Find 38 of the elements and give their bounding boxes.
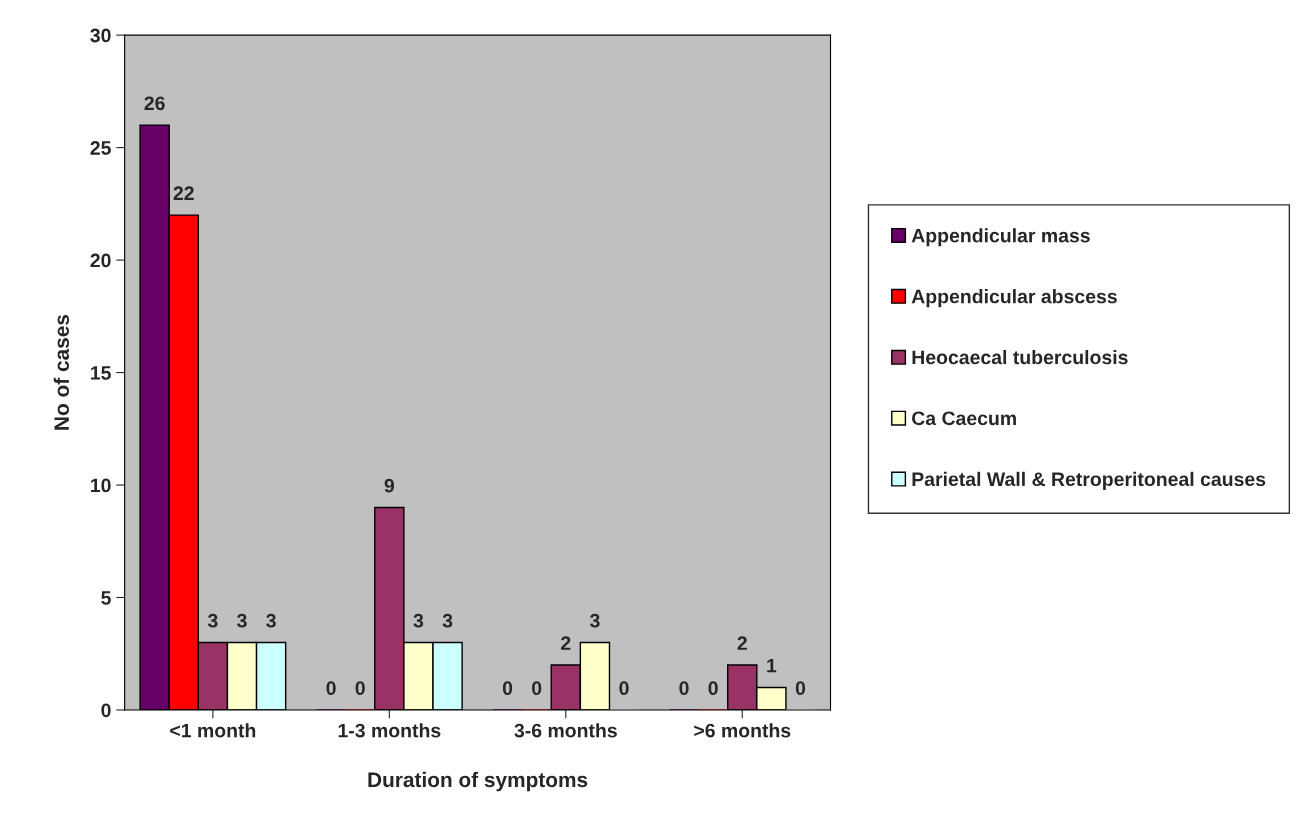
y-tick-label: 0 (101, 703, 111, 718)
data-label: 0 (619, 681, 629, 696)
data-label: 26 (144, 96, 165, 111)
data-label: 3 (237, 613, 247, 628)
y-tick-label: 30 (90, 28, 111, 43)
data-label: 3 (442, 613, 453, 628)
data-label: 1 (767, 658, 777, 673)
data-label: 22 (173, 186, 194, 200)
data-label: 0 (532, 681, 542, 696)
x-tick-label: >6 months (694, 723, 791, 738)
y-tick-label: 20 (90, 253, 111, 268)
x-tick-label: 1-3 months (338, 723, 441, 738)
data-label: 0 (795, 681, 806, 696)
data-label: 2 (737, 636, 747, 650)
legend-label: Appendicular mass (911, 228, 1090, 247)
y-tick-label: 25 (90, 141, 111, 155)
legend-label: Parietal Wall & Retroperitoneal causes (912, 471, 1266, 490)
x-tick-label: 3-6 months (514, 723, 617, 738)
legend-label: Appendicular abscess (911, 289, 1117, 308)
data-label: 0 (326, 681, 336, 696)
data-label: 3 (413, 613, 424, 628)
y-axis-title: No of cases (53, 314, 70, 430)
y-tick-label: 10 (91, 478, 111, 493)
legend-label: Ca Caecum (912, 411, 1016, 426)
data-label: 3 (207, 613, 218, 628)
data-label: 0 (355, 681, 365, 696)
data-label: 0 (708, 681, 718, 696)
data-label: 9 (384, 478, 395, 493)
x-tick-label: <1 month (170, 723, 256, 738)
y-tick-label: 15 (91, 366, 111, 380)
data-label: 2 (561, 636, 571, 650)
x-axis-title: Duration of symptoms (368, 771, 588, 792)
y-tick-label: 5 (101, 591, 111, 605)
data-label: 0 (502, 681, 513, 696)
data-label: 3 (266, 613, 276, 628)
legend-label: Heocaecal tuberculosis (912, 349, 1128, 365)
data-label: 3 (589, 613, 600, 628)
data-label: 0 (679, 681, 689, 696)
